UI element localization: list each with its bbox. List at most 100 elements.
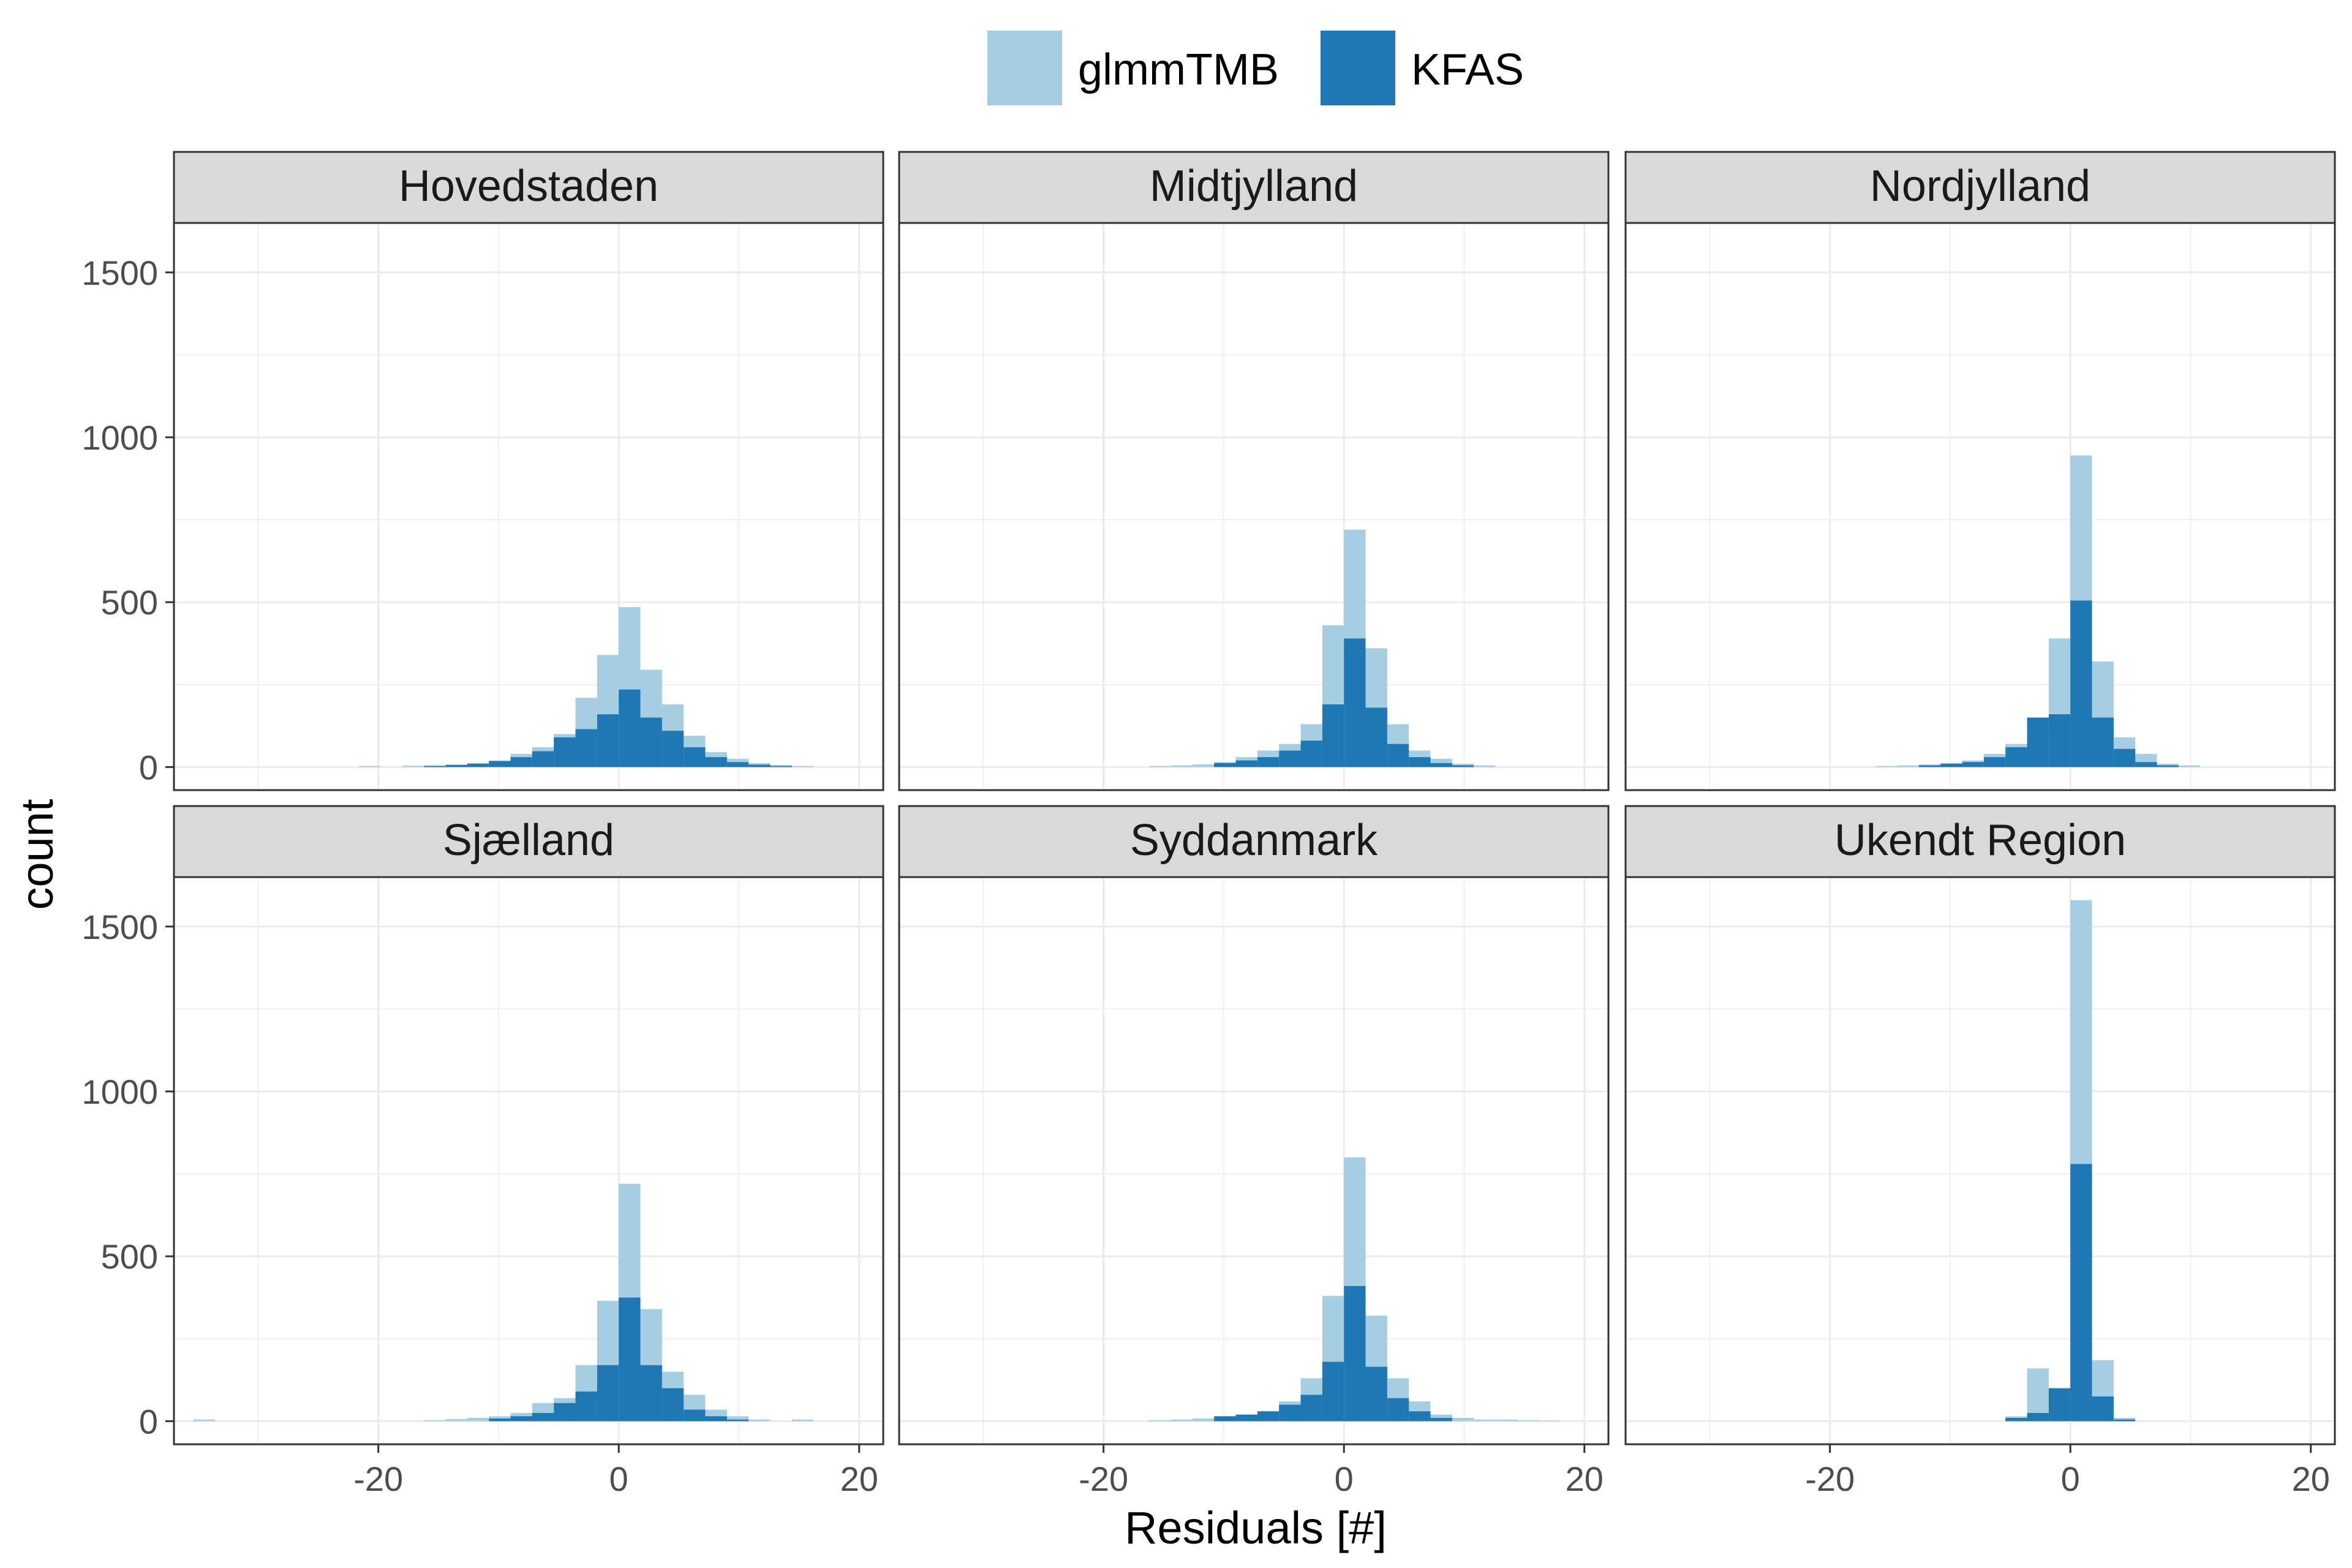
- bar-kfas: [684, 747, 706, 767]
- bar-glmmtmb: [2027, 1368, 2049, 1422]
- legend: glmmTMB KFAS: [987, 31, 1524, 105]
- strip-label-ukendt-region: Ukendt Region: [1834, 816, 2126, 865]
- bar-kfas: [1214, 763, 1236, 767]
- bar-kfas: [510, 757, 532, 767]
- bar-glmmtmb: [791, 766, 814, 767]
- bar-kfas: [1452, 765, 1474, 767]
- y-axis-title: count: [12, 799, 62, 910]
- grid-midtjylland: [899, 223, 1608, 790]
- strip-label-sjaelland: Sjælland: [443, 816, 614, 865]
- bar-glmmtmb: [1149, 1420, 1171, 1422]
- bar-kfas: [554, 737, 576, 767]
- panel-border-hovedstaden: [173, 222, 884, 791]
- bar-kfas: [1235, 1414, 1257, 1422]
- bar-kfas: [1322, 1362, 1344, 1422]
- bar-kfas: [662, 1388, 684, 1422]
- bar-kfas: [726, 1419, 749, 1422]
- bar-kfas: [2048, 714, 2071, 767]
- bar-glmmtmb: [424, 1420, 446, 1422]
- bar-glmmtmb: [726, 1416, 749, 1422]
- bar-kfas: [1430, 1417, 1452, 1422]
- bars-kfas-nordjylland: [1918, 600, 2179, 767]
- panel-border-ukendt-region: [1624, 876, 2336, 1446]
- x-tick-label: 0: [609, 1460, 628, 1498]
- bar-glmmtmb: [1192, 1419, 1215, 1422]
- bar-glmmtmb: [193, 1419, 215, 1422]
- bar-kfas: [532, 1412, 554, 1422]
- bar-kfas: [1983, 757, 2006, 767]
- bar-glmmtmb: [402, 766, 424, 767]
- legend-label-kfas: KFAS: [1411, 45, 1524, 94]
- bar-glmmtmb: [1474, 765, 1496, 767]
- strip-label-midtjylland: Midtjylland: [1150, 162, 1358, 211]
- bar-kfas: [1365, 1366, 1387, 1422]
- bar-kfas: [1279, 750, 1301, 767]
- bar-kfas: [640, 717, 662, 767]
- y-tick-label: 500: [101, 583, 158, 622]
- strip-label-nordjylland: Nordjylland: [1870, 162, 2090, 211]
- bar-glmmtmb: [1875, 766, 1898, 767]
- bars-kfas-midtjylland: [1214, 638, 1474, 767]
- bar-kfas: [489, 1419, 511, 1422]
- bar-kfas: [1257, 1411, 1280, 1422]
- bar-kfas: [684, 1409, 706, 1422]
- bar-glmmtmb: [791, 1419, 814, 1422]
- bar-kfas: [2070, 1164, 2092, 1422]
- y-tick-label: 1000: [81, 418, 158, 457]
- plot-area-hovedstaden: [174, 223, 883, 790]
- bar-kfas: [424, 766, 446, 767]
- bar-kfas: [1300, 741, 1322, 767]
- facet-panels: Hovedstaden 0 500 1000 1500 Midtjylland Nordjy…: [81, 151, 2336, 1498]
- bar-kfas: [2113, 748, 2136, 767]
- bar-kfas: [1365, 707, 1387, 767]
- panel-midtjylland: Midtjylland: [898, 151, 1610, 791]
- bar-kfas: [662, 731, 684, 767]
- bar-glmmtmb: [1517, 1420, 1539, 1422]
- x-tick-label: -20: [1079, 1460, 1128, 1498]
- bar-kfas: [2070, 600, 2092, 767]
- bar-kfas: [1387, 1398, 1409, 1422]
- legend-key-kfas: [1321, 31, 1395, 105]
- bar-kfas: [2092, 1396, 2114, 1422]
- bar-kfas: [2005, 1417, 2027, 1422]
- bar-glmmtmb: [1192, 764, 1215, 767]
- y-tick-label: 500: [101, 1237, 158, 1276]
- x-tick-label: -20: [353, 1460, 403, 1498]
- strip-ukendt-region: [1624, 805, 2336, 878]
- x-tick-label: 20: [1566, 1460, 1604, 1498]
- panel-nordjylland: Nordjylland: [1624, 151, 2336, 791]
- bar-kfas: [1387, 744, 1409, 767]
- bar-kfas: [640, 1365, 662, 1422]
- bar-kfas: [2113, 1419, 2136, 1422]
- strip-label-syddanmark: Syddanmark: [1130, 816, 1378, 865]
- plot-area-sjaelland: [174, 877, 883, 1444]
- bar-kfas: [2157, 765, 2179, 767]
- bar-glmmtmb: [1149, 766, 1171, 767]
- bar-kfas: [2027, 717, 2049, 767]
- bar-kfas: [554, 1403, 576, 1422]
- strip-hovedstaden: [173, 151, 884, 224]
- bars-kfas-sjaelland: [489, 1297, 749, 1422]
- strip-label-hovedstaden: Hovedstaden: [399, 162, 658, 211]
- bar-kfas: [1409, 757, 1431, 767]
- y-tick-label: 0: [139, 1402, 158, 1441]
- x-tick-label: 0: [1335, 1460, 1354, 1498]
- bar-kfas: [1300, 1395, 1322, 1422]
- bar-glmmtmb: [467, 1417, 489, 1422]
- panel-border-nordjylland: [1624, 222, 2336, 791]
- bar-glmmtmb: [1452, 1417, 1474, 1422]
- bar-kfas: [532, 751, 554, 767]
- bar-kfas: [705, 1416, 727, 1422]
- x-tick-label: 0: [2061, 1460, 2080, 1498]
- bar-glmmtmb: [1474, 1419, 1496, 1422]
- bars-kfas-syddanmark: [1214, 1286, 1452, 1422]
- bar-kfas: [597, 714, 619, 767]
- bar-kfas: [1235, 760, 1257, 767]
- bar-glmmtmb: [1495, 1419, 1517, 1422]
- bar-kfas: [2027, 1412, 2049, 1422]
- bar-kfas: [619, 1297, 641, 1422]
- bar-glmmtmb: [748, 1419, 771, 1422]
- strip-syddanmark: [898, 805, 1610, 878]
- bar-kfas: [1257, 757, 1280, 767]
- bar-kfas: [2135, 762, 2157, 767]
